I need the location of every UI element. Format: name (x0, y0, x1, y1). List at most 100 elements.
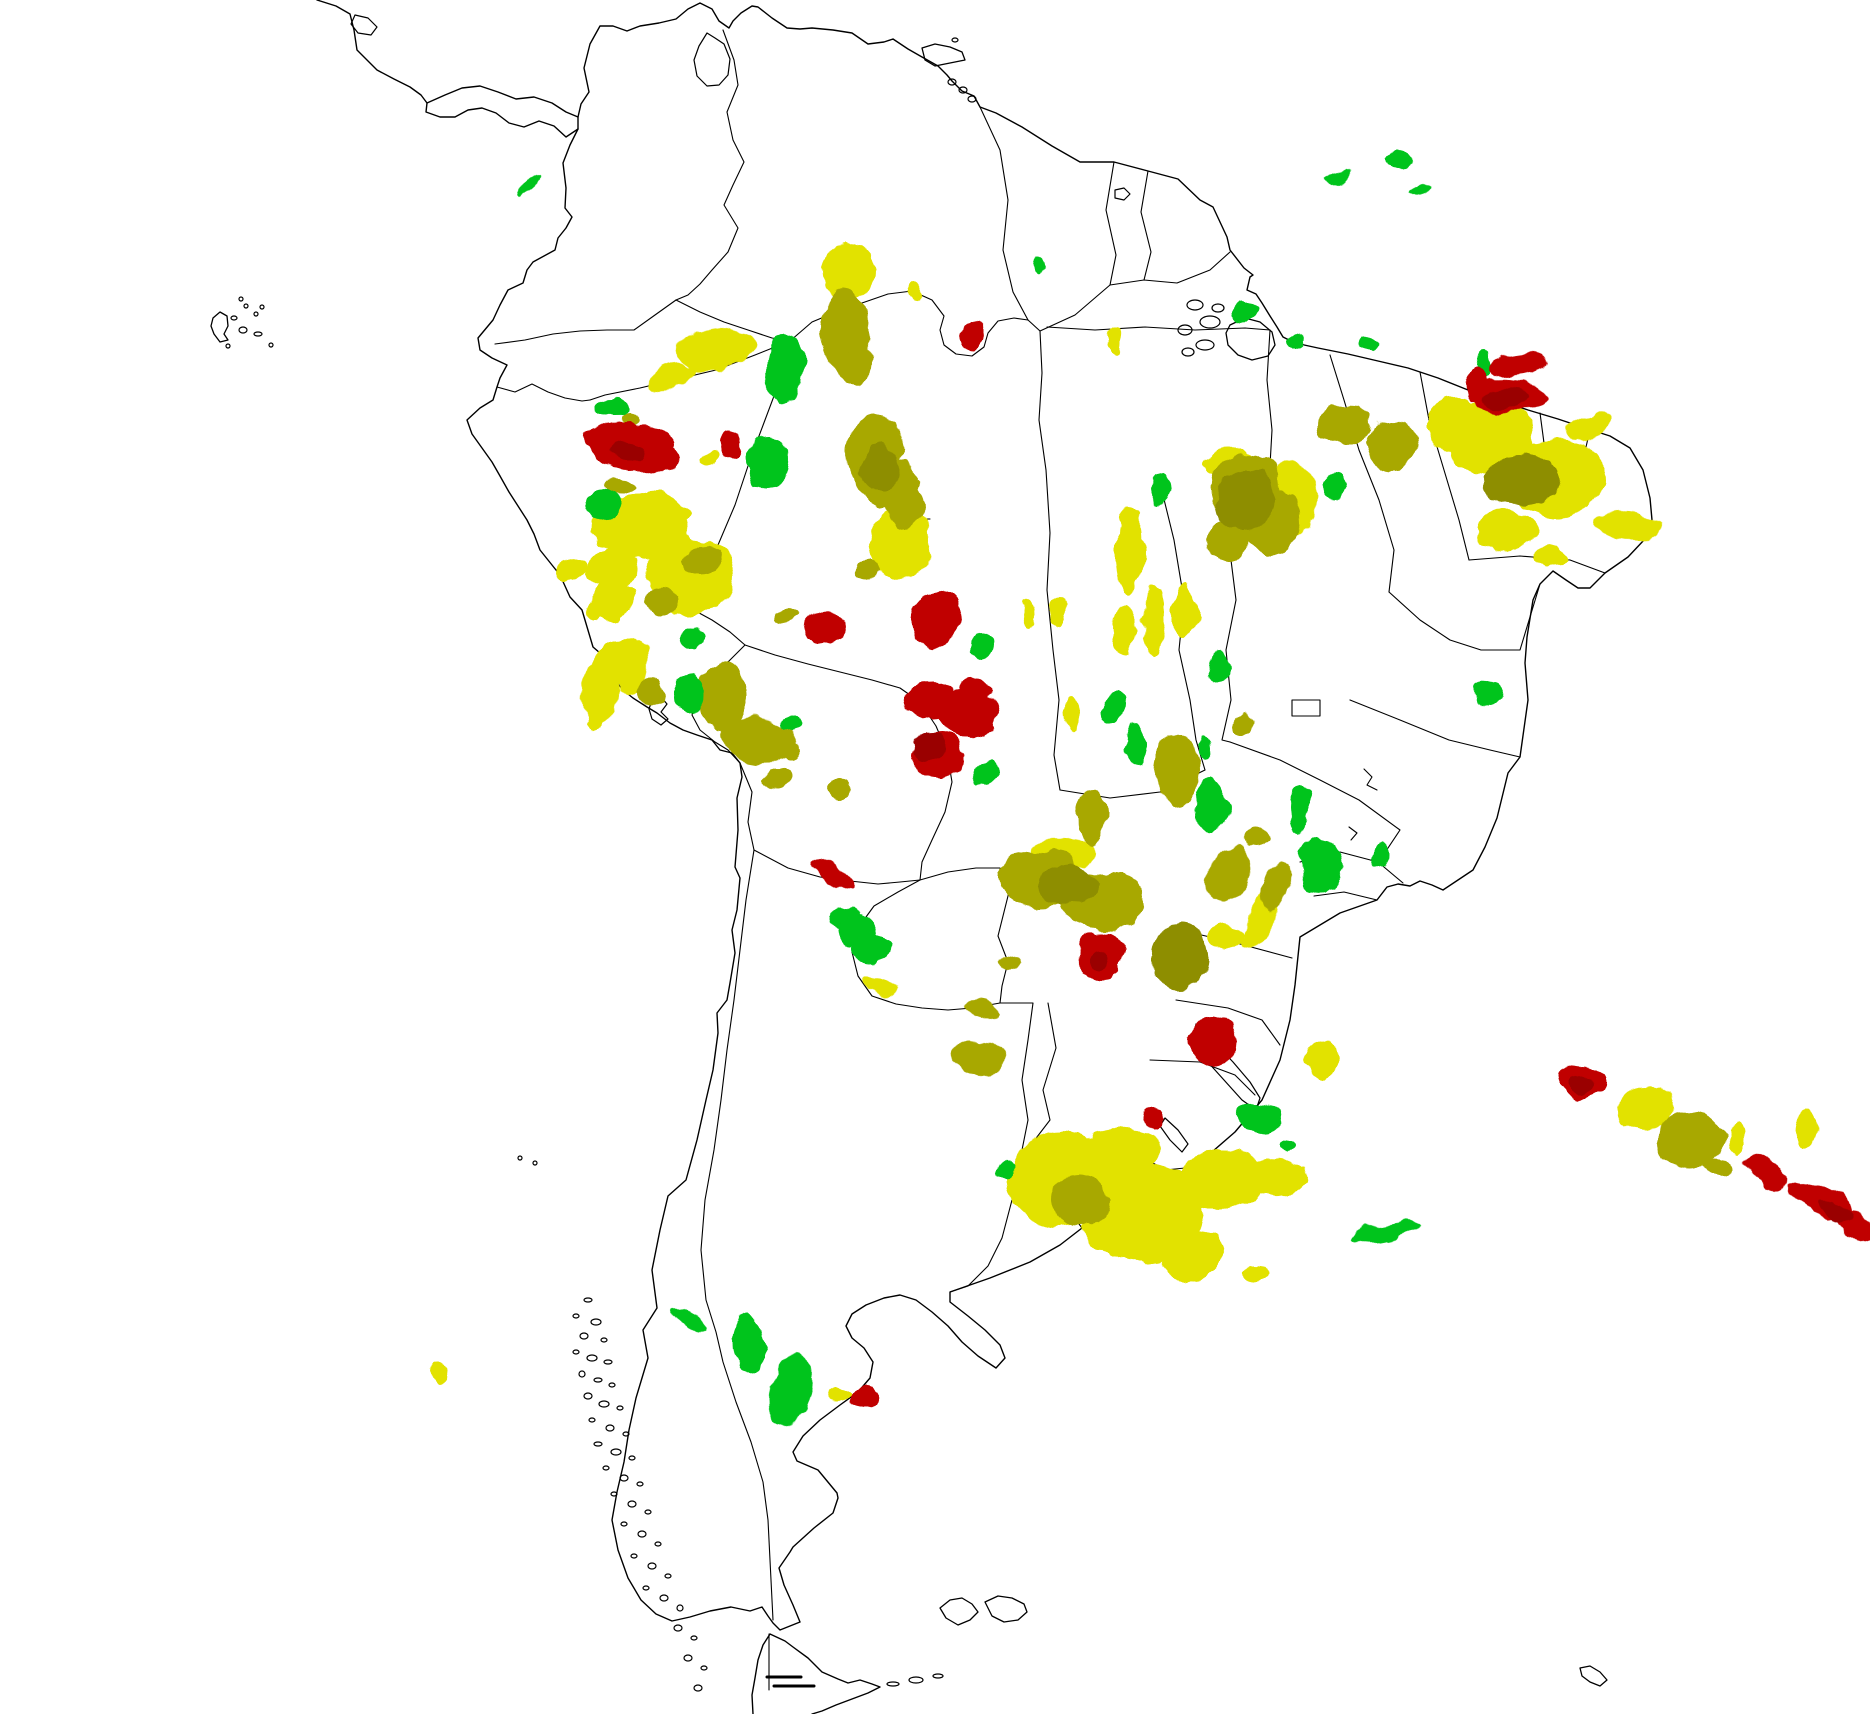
weather-cell-green-33 (1236, 1106, 1280, 1130)
weather-cell-olive-5 (645, 587, 679, 613)
border-state-bahia-north (1388, 583, 1541, 651)
islet-23 (932, 1673, 944, 1679)
islet-25 (572, 1313, 580, 1319)
weather-cell-yellow-21 (1143, 589, 1163, 655)
weather-cell-yellow-46 (1726, 1124, 1744, 1154)
island-falkland-east (984, 1595, 1028, 1623)
weather-cell-yellow-49 (1617, 1086, 1673, 1130)
weather-cell-red-19 (1745, 1154, 1785, 1186)
weather-cell-green-2 (1384, 153, 1412, 169)
weather-cell-yellow-2 (679, 328, 753, 372)
islet-45 (619, 1474, 629, 1482)
weather-cell-green-19 (974, 757, 1000, 783)
coastline-central-america-pacific (316, 0, 579, 138)
islet-43 (628, 1455, 636, 1461)
weather-cell-yellow-45 (826, 1386, 852, 1400)
islet-5 (259, 304, 265, 310)
weather-cell-yellow-20 (1113, 602, 1139, 654)
weather-cell-yellow-29 (1537, 547, 1569, 569)
weather-cell-yellow-35 (1306, 1037, 1338, 1077)
weather-cell-red_dark-0 (912, 734, 948, 762)
weather-cell-yellow-15 (595, 638, 645, 682)
weather-cell-olive-29 (951, 1040, 1005, 1074)
weather-cell-olive-24 (1240, 826, 1270, 848)
weather-cell-olive-28 (1261, 856, 1289, 916)
lake-lake-titicaca (648, 696, 669, 726)
weather-cell-yellow-17 (1049, 597, 1067, 627)
island-trinidad (921, 43, 966, 67)
islet-15 (1186, 299, 1204, 311)
islet-22 (908, 1676, 924, 1684)
weather-cell-yellow-40 (1162, 1230, 1222, 1282)
weather-cell-green-35 (1350, 1221, 1420, 1245)
weather-cells-green (517, 153, 1500, 1429)
weather-cell-yellow-39 (1078, 1130, 1162, 1170)
islet-49 (644, 1509, 652, 1515)
islet-8 (253, 311, 259, 317)
weather-cell-olive-7 (696, 662, 748, 730)
border-minas-reservoir-1 (1363, 768, 1378, 791)
islet-46 (636, 1481, 644, 1487)
islet-52 (654, 1541, 662, 1547)
weather-cell-green-23 (1199, 736, 1209, 760)
island-marajo (1225, 317, 1276, 361)
islands-layer (210, 37, 1608, 1692)
islet-28 (600, 1337, 608, 1343)
weather-cell-red_dark-5 (1569, 1076, 1595, 1092)
border-state-df-rect (1291, 699, 1321, 717)
border-state-piaui-ceara (1419, 371, 1470, 561)
weather-cell-green-22 (1207, 652, 1227, 684)
weather-cell-green-9 (766, 333, 804, 403)
islet-51 (637, 1530, 647, 1538)
islet-2 (225, 343, 231, 349)
islet-47 (610, 1491, 618, 1497)
islet-30 (586, 1354, 598, 1362)
weather-cell-olive_dark-1 (1482, 456, 1558, 504)
weather-cell-green-20 (1101, 694, 1123, 722)
weather-cell-green-12 (584, 492, 618, 518)
border-state-bahia-minas (1349, 699, 1521, 758)
coastline-tierra-del-fuego (751, 1633, 881, 1714)
weather-cell-olive-19 (1319, 405, 1371, 445)
border-state-parana-sc (1175, 999, 1281, 1046)
weather-cell-olive_dark-4 (1038, 864, 1098, 904)
weather-cell-green-37 (731, 1312, 765, 1372)
weather-cell-olive-22 (1236, 711, 1254, 733)
weather-cell-yellow-41 (1241, 1264, 1269, 1280)
weather-cell-olive-30 (999, 955, 1021, 971)
weather-cell-green-24 (1197, 776, 1227, 836)
islet-11 (951, 37, 959, 43)
weather-cell-yellow-30 (1475, 510, 1535, 550)
weather-cell-red-0 (957, 325, 987, 351)
weather-cell-red-16 (1189, 1016, 1237, 1066)
islet-44 (602, 1465, 610, 1471)
islet-57 (659, 1594, 669, 1602)
border-ecuador-colombia (494, 299, 677, 345)
weather-cell-olive-12 (831, 779, 853, 797)
weather-cell-green-1 (1322, 170, 1354, 186)
weather-cell-red-17 (1143, 1106, 1161, 1130)
coastline-south-america-continent (466, 2, 1653, 1631)
islet-55 (664, 1573, 672, 1579)
islet-18 (1195, 339, 1215, 351)
weather-cell-olive-35 (887, 479, 923, 531)
weather-cell-yellow-18 (1062, 692, 1078, 728)
islet-32 (578, 1370, 586, 1378)
weather-cell-red-22 (851, 1384, 877, 1410)
border-state-maranhao-piaui (1329, 354, 1395, 593)
border-bolivia-chile (739, 762, 755, 851)
weather-cell-yellow-8 (557, 559, 587, 581)
islet-35 (583, 1392, 593, 1400)
weather-cell-yellow-0 (906, 279, 920, 301)
weather-cell-olive-4 (680, 544, 720, 576)
weather-cell-olive-32 (1657, 1112, 1723, 1168)
border-guyana-venezuela (979, 106, 1029, 321)
border-guianas-brazil (1039, 251, 1231, 332)
weather-cell-olive-10 (776, 609, 798, 623)
weather-cell-red-4 (720, 431, 742, 461)
islet-12 (947, 78, 957, 86)
islet-21 (886, 1681, 900, 1687)
island-galapagos-main (210, 311, 229, 343)
weather-cell-olive-27 (1203, 849, 1253, 903)
